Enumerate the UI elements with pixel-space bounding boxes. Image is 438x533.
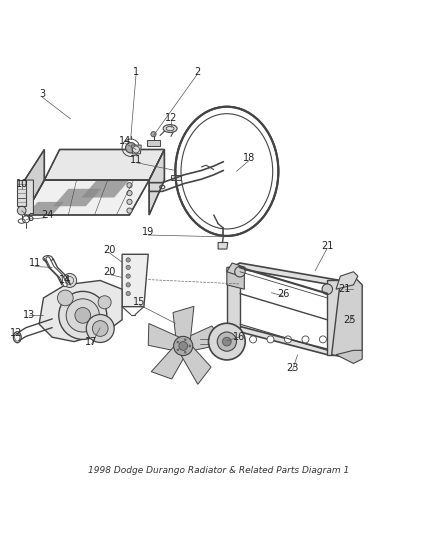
Polygon shape	[132, 145, 141, 154]
Circle shape	[302, 336, 309, 343]
Circle shape	[126, 292, 131, 296]
Polygon shape	[218, 243, 228, 249]
Text: 11: 11	[130, 155, 142, 165]
Circle shape	[188, 345, 191, 348]
Text: 14: 14	[59, 276, 71, 286]
Circle shape	[126, 258, 131, 262]
Text: 16: 16	[233, 332, 245, 342]
Text: 21: 21	[321, 240, 333, 251]
Polygon shape	[227, 263, 245, 276]
Text: 19: 19	[142, 228, 154, 237]
Text: 11: 11	[28, 258, 41, 268]
Text: 20: 20	[103, 245, 115, 255]
Text: 2: 2	[194, 67, 200, 77]
Circle shape	[127, 208, 132, 213]
Polygon shape	[227, 268, 240, 328]
Text: 20: 20	[103, 266, 115, 277]
Circle shape	[235, 266, 245, 277]
Circle shape	[66, 299, 99, 332]
Circle shape	[92, 321, 108, 336]
Polygon shape	[149, 149, 164, 215]
Text: 12: 12	[10, 328, 22, 338]
Polygon shape	[336, 350, 362, 364]
Circle shape	[319, 336, 326, 343]
Text: 24: 24	[42, 210, 54, 220]
Circle shape	[184, 338, 187, 341]
Polygon shape	[227, 268, 244, 289]
Circle shape	[63, 273, 77, 287]
Polygon shape	[182, 326, 224, 352]
Circle shape	[127, 199, 132, 205]
Polygon shape	[332, 276, 362, 359]
Polygon shape	[122, 254, 148, 306]
Text: 3: 3	[39, 89, 45, 99]
Text: 10: 10	[15, 180, 28, 189]
Circle shape	[322, 284, 332, 294]
Circle shape	[127, 183, 132, 188]
Circle shape	[126, 265, 131, 270]
Polygon shape	[147, 140, 160, 147]
Circle shape	[17, 206, 26, 215]
Circle shape	[223, 337, 231, 346]
Circle shape	[57, 290, 73, 306]
Ellipse shape	[163, 125, 177, 133]
Text: 6: 6	[27, 214, 33, 223]
Ellipse shape	[178, 109, 276, 233]
Circle shape	[177, 341, 179, 343]
Polygon shape	[173, 306, 194, 345]
Polygon shape	[231, 263, 340, 285]
Text: 23: 23	[286, 363, 299, 373]
Circle shape	[250, 336, 257, 343]
Polygon shape	[148, 324, 185, 352]
Polygon shape	[18, 180, 33, 215]
Circle shape	[285, 336, 291, 343]
Circle shape	[127, 190, 132, 196]
Text: 21: 21	[339, 284, 351, 294]
Circle shape	[88, 321, 104, 336]
Text: 25: 25	[343, 315, 355, 325]
Circle shape	[126, 274, 131, 278]
Polygon shape	[81, 180, 130, 198]
Polygon shape	[336, 272, 358, 289]
Polygon shape	[27, 202, 64, 214]
Polygon shape	[25, 149, 44, 215]
Circle shape	[179, 342, 187, 350]
Polygon shape	[227, 324, 332, 354]
Circle shape	[59, 292, 107, 340]
Circle shape	[75, 308, 91, 323]
Polygon shape	[39, 280, 122, 342]
Circle shape	[98, 296, 111, 309]
Circle shape	[208, 323, 245, 360]
Text: 14: 14	[119, 136, 131, 146]
Circle shape	[177, 349, 179, 351]
Polygon shape	[44, 149, 164, 180]
Polygon shape	[151, 342, 188, 379]
Polygon shape	[25, 180, 149, 215]
Text: 13: 13	[23, 310, 35, 320]
Polygon shape	[327, 280, 340, 354]
Circle shape	[173, 336, 193, 356]
Circle shape	[86, 314, 114, 343]
Text: 26: 26	[277, 288, 290, 298]
Polygon shape	[171, 175, 180, 180]
Text: 15: 15	[133, 297, 146, 308]
Text: 17: 17	[85, 337, 98, 346]
Circle shape	[267, 336, 274, 343]
Circle shape	[217, 332, 237, 351]
Text: 1: 1	[133, 67, 139, 77]
Circle shape	[151, 132, 156, 137]
Polygon shape	[17, 180, 26, 206]
Circle shape	[126, 142, 136, 153]
Circle shape	[126, 282, 131, 287]
Text: 12: 12	[165, 113, 177, 123]
Text: 1998 Dodge Durango Radiator & Related Parts Diagram 1: 1998 Dodge Durango Radiator & Related Pa…	[88, 466, 350, 475]
Polygon shape	[178, 343, 211, 384]
Text: 18: 18	[243, 153, 255, 163]
Polygon shape	[53, 189, 101, 206]
Circle shape	[184, 351, 187, 353]
